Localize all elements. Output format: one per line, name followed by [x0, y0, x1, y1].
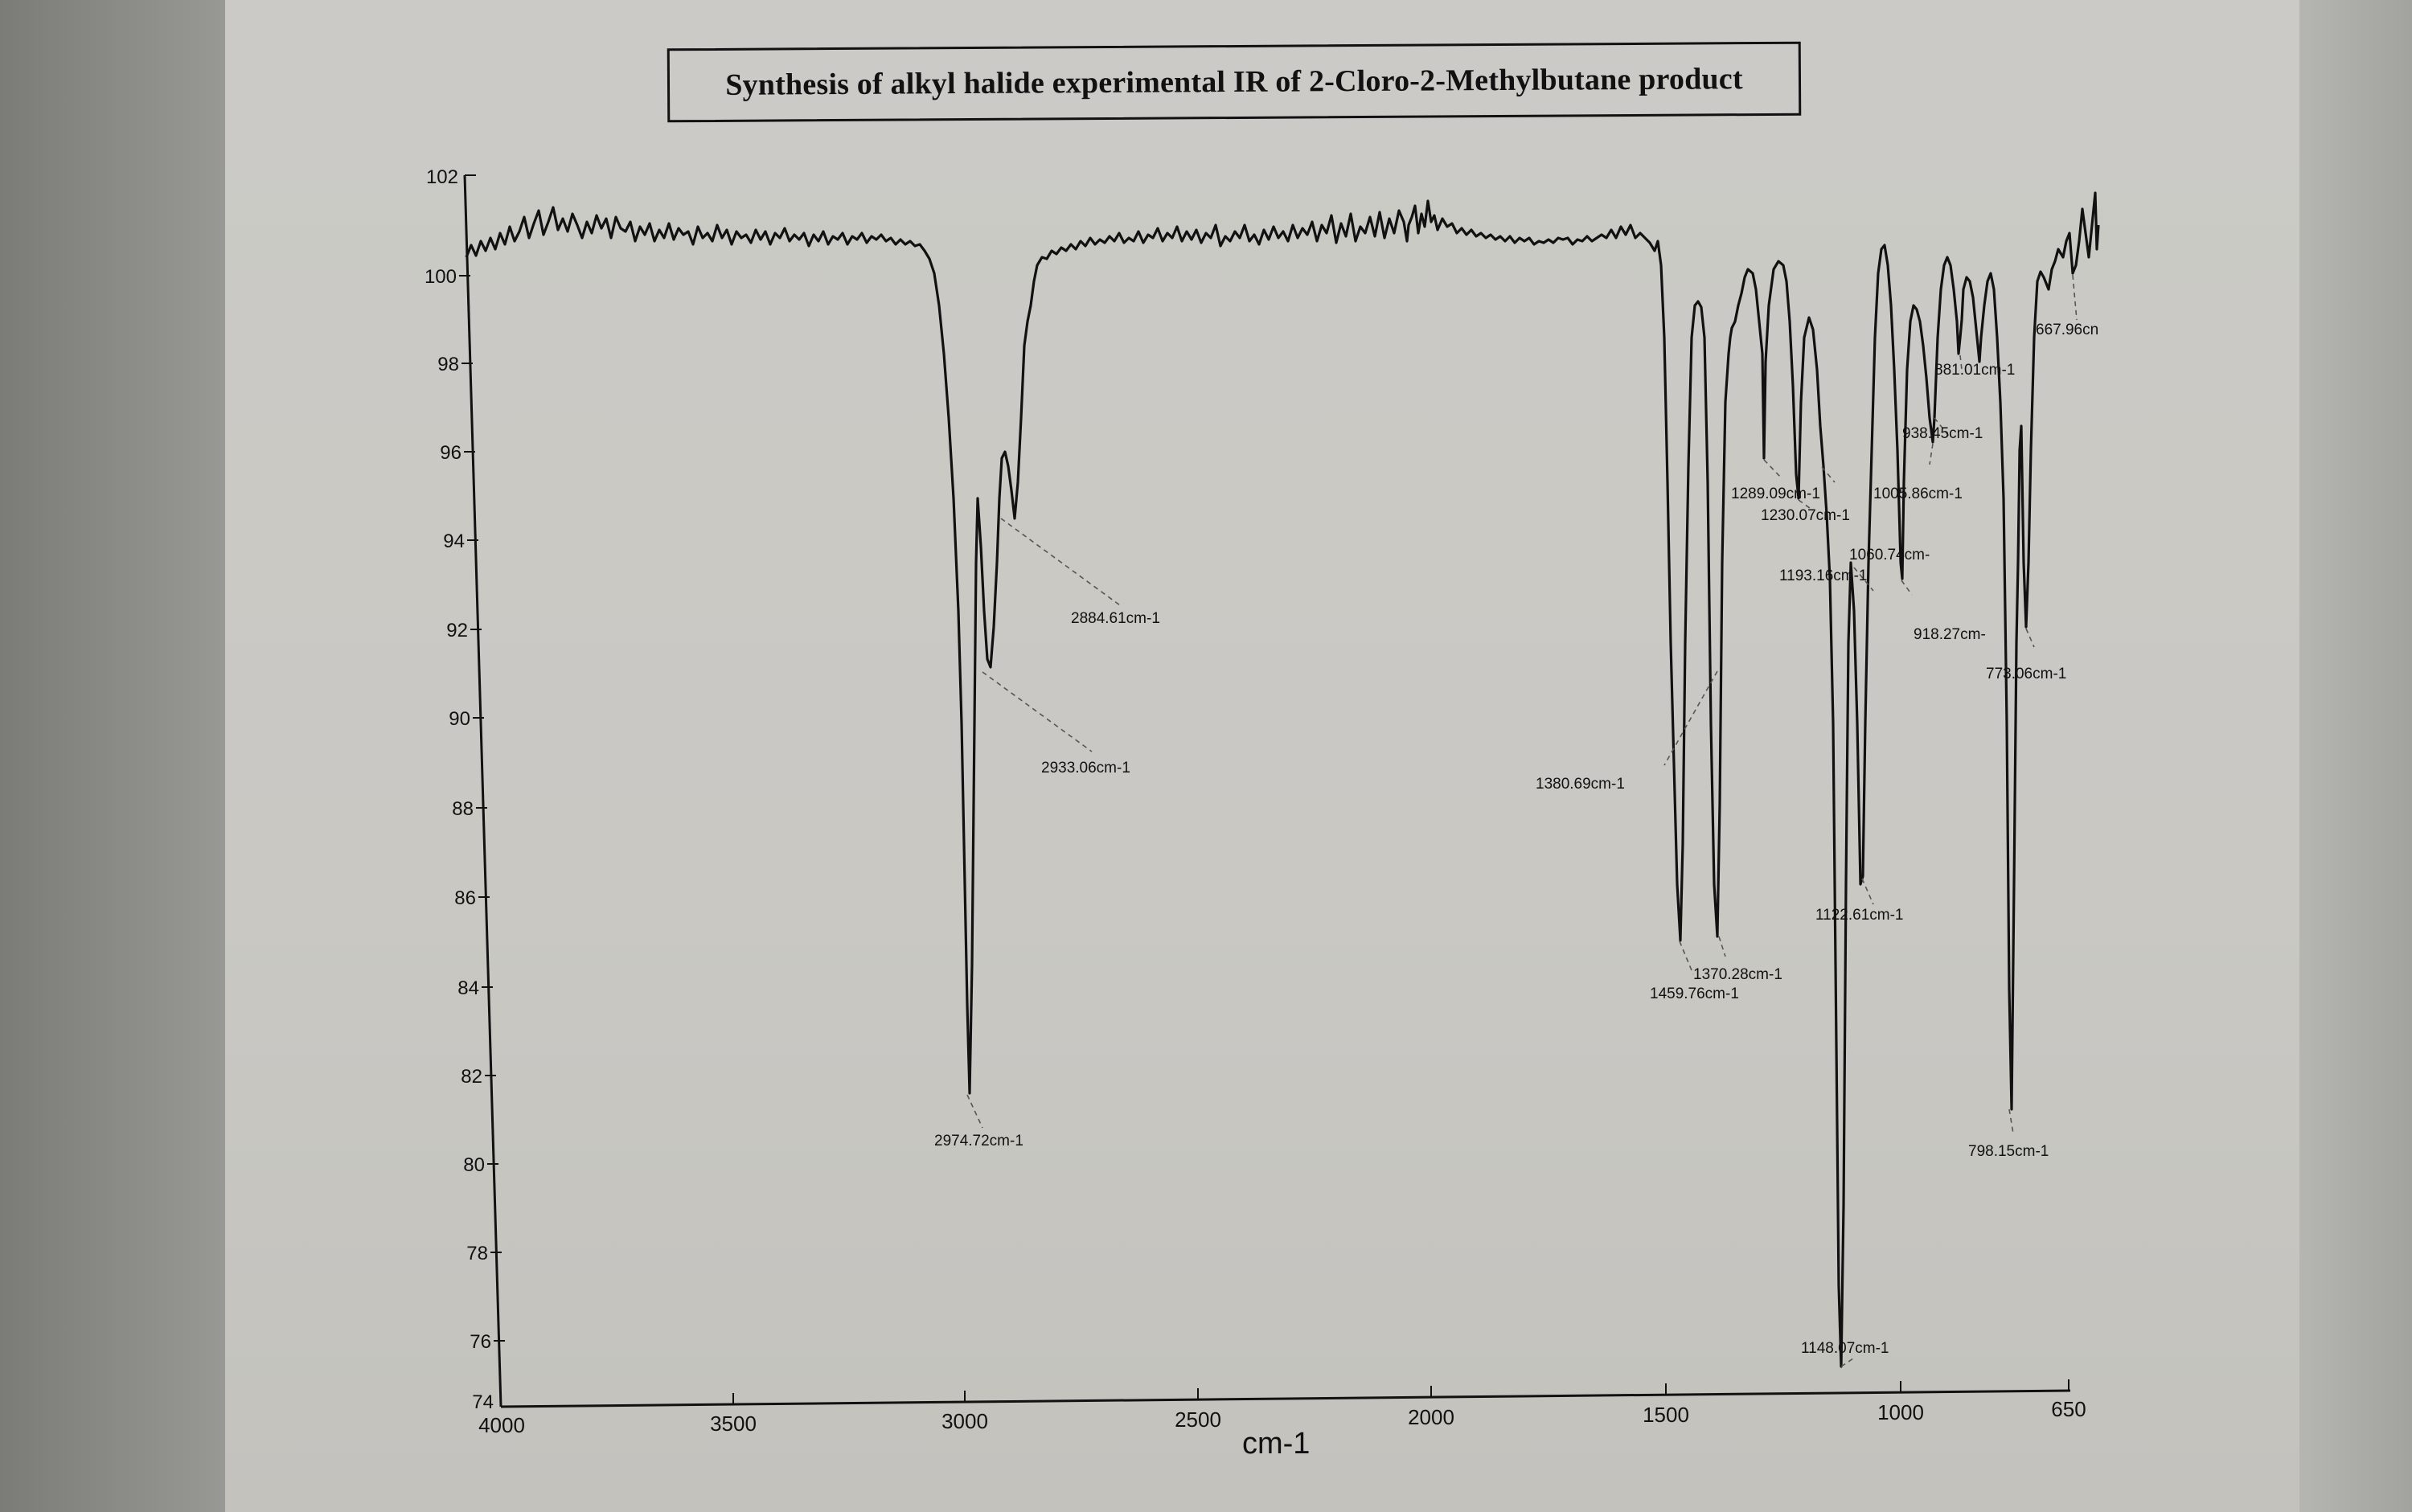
x-tick-label: 4000	[478, 1413, 525, 1437]
x-tick-label: 3500	[710, 1412, 757, 1436]
background-left	[0, 0, 241, 1512]
peak-labels: 2974.72cm-1 2933.06cm-1 2884.61cm-1 1380…	[934, 322, 2098, 1357]
spectrum-line	[465, 191, 2100, 1368]
peak-label-938: 938.45cm-1	[1902, 425, 1983, 442]
peak-label-1193: 1193.16cm-1	[1779, 568, 1868, 584]
peak-label-881: 881.01cm-1	[1934, 362, 2015, 379]
peak-label-1230: 1230.07cm-1	[1761, 507, 1850, 524]
y-tick-label: 98	[437, 354, 459, 375]
peak-label-918: 918.27cm-	[1914, 626, 1986, 643]
y-tick-label: 90	[449, 708, 470, 730]
y-tick-label: 96	[440, 442, 461, 464]
x-axis-title: cm-1	[1242, 1427, 1311, 1461]
y-tick-label: 76	[470, 1331, 491, 1353]
peak-label-1370: 1370.28cm-1	[1693, 966, 1782, 983]
x-tick-label: 2000	[1408, 1405, 1454, 1429]
peak-label-667: 667.96cn	[2036, 322, 2098, 338]
y-axis-ticks: 102 100 98 96 94 92 90 88 86 84 82 80 78	[425, 166, 505, 1413]
y-tick-label: 82	[461, 1066, 482, 1088]
peak-label-798: 798.15cm-1	[1968, 1143, 2049, 1160]
y-tick-label: 88	[452, 798, 474, 820]
peak-label-1122: 1122.61cm-1	[1815, 907, 1904, 924]
y-tick-label: 86	[454, 887, 476, 909]
y-axis-line	[463, 174, 503, 1408]
peak-label-1380: 1380.69cm-1	[1536, 776, 1625, 793]
y-tick-label: 84	[457, 977, 479, 999]
peak-label-773: 773.06cm-1	[1986, 666, 2066, 682]
x-tick-label: 1000	[1877, 1400, 1924, 1424]
x-tick-label: 2500	[1175, 1408, 1221, 1432]
peak-label-1459: 1459.76cm-1	[1650, 985, 1739, 1002]
y-tick-label: 80	[463, 1154, 485, 1176]
peak-leader-lines	[966, 274, 2078, 1367]
x-axis-line	[500, 1389, 2071, 1408]
peak-label-1148: 1148.07cm-1	[1801, 1340, 1889, 1357]
y-tick-label: 102	[426, 166, 458, 188]
background-right	[2299, 0, 2412, 1512]
peak-label-2933: 2933.06cm-1	[1041, 760, 1130, 776]
peak-label-2884: 2884.61cm-1	[1071, 610, 1160, 627]
paper-sheet	[225, 0, 2316, 1512]
y-tick-label: 100	[425, 266, 457, 288]
peak-label-1005: 1005.86cm-1	[1873, 486, 1963, 502]
y-tick-label: 78	[466, 1243, 488, 1264]
x-axis-ticks: 4000 3500 3000 2500 2000 1500 1000 650	[478, 1379, 2086, 1437]
x-tick-label: 3000	[941, 1409, 988, 1433]
y-tick-label: 92	[446, 620, 468, 641]
y-tick-label: 74	[472, 1391, 494, 1413]
peak-label-1060: 1060.74cm-	[1849, 547, 1930, 563]
x-tick-label: 1500	[1643, 1403, 1689, 1427]
peak-label-2974: 2974.72cm-1	[934, 1133, 1023, 1149]
peak-label-1289: 1289.09cm-1	[1731, 486, 1820, 502]
x-tick-label: 650	[2051, 1397, 2086, 1421]
y-tick-label: 94	[443, 531, 465, 552]
